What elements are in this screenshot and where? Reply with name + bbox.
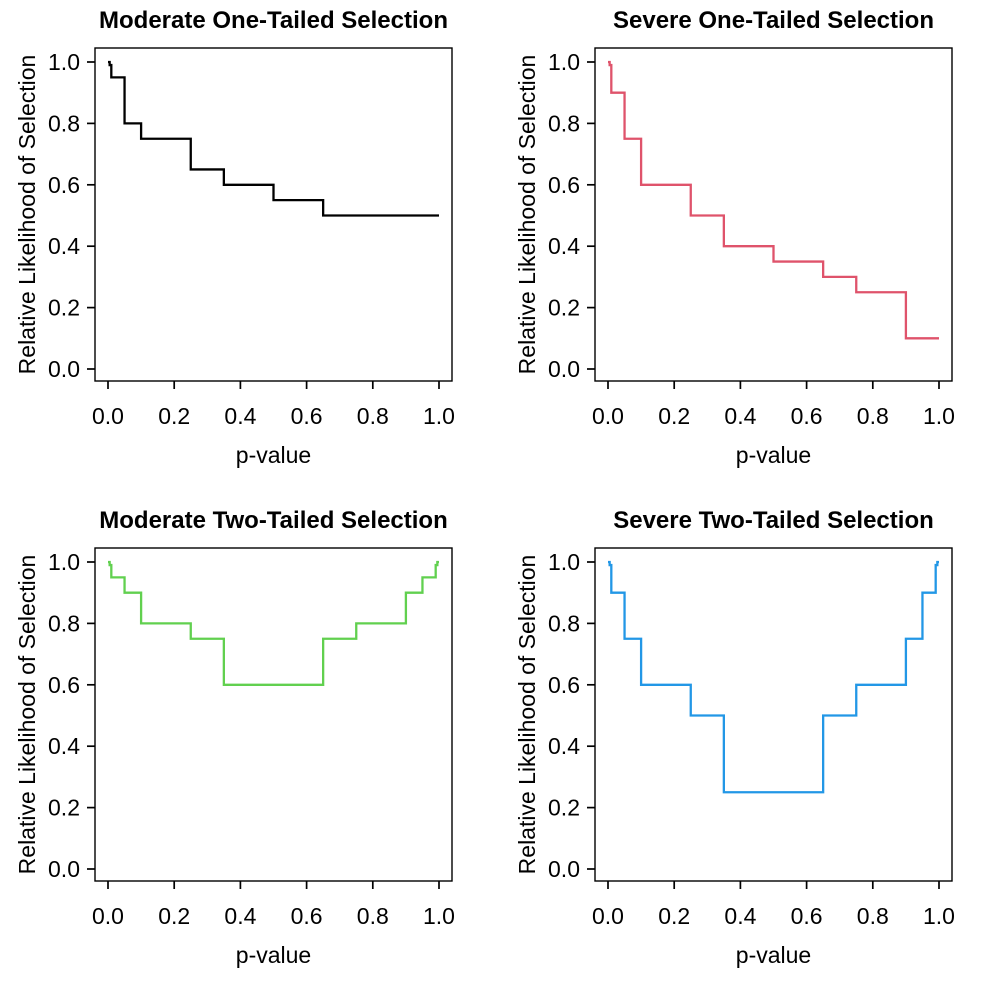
panel-title: Moderate One-Tailed Selection — [99, 7, 448, 34]
y-tick-label: 0.8 — [548, 110, 580, 136]
y-tick-label: 0.4 — [48, 733, 80, 759]
plot-severe-one-tailed: Severe One-Tailed Selection 0.0 0.2 0.4 0.6 0… — [514, 7, 955, 468]
x-axis-label: p-value — [236, 942, 311, 968]
y-tick-label: 0.2 — [48, 795, 80, 821]
x-tick-label: 0.6 — [291, 403, 323, 429]
panel-severe-two-tailed: Severe Two-Tailed Selection 0.0 0.2 0.4 0.6 0… — [500, 500, 1000, 1000]
x-axis-label: p-value — [236, 442, 311, 468]
x-tick-label: 1.0 — [423, 403, 455, 429]
plot-box — [94, 47, 453, 382]
panel-title: Severe Two-Tailed Selection — [613, 507, 934, 534]
y-tick-label: 0.4 — [548, 233, 580, 259]
y-tick-label: 0.8 — [548, 610, 580, 636]
y-axis-label: Relative Likelihood of Selection — [14, 555, 40, 875]
step-curve — [608, 560, 939, 794]
x-tick-label: 0.6 — [791, 903, 823, 929]
x-tick-label: 0.0 — [592, 403, 624, 429]
y-axis-label: Relative Likelihood of Selection — [14, 55, 40, 375]
x-tick-label: 0.8 — [357, 903, 389, 929]
y-axis-label: Relative Likelihood of Selection — [514, 55, 540, 375]
x-tick-label: 0.4 — [224, 903, 256, 929]
step-curve — [108, 560, 439, 686]
x-tick-label: 1.0 — [923, 403, 955, 429]
plot-moderate-one-tailed: Moderate One-Tailed Selection 0.0 0.2 0.4 0.… — [14, 7, 455, 468]
x-tick-label: 0.2 — [158, 403, 190, 429]
panel-severe-one-tailed: Severe One-Tailed Selection 0.0 0.2 0.4 0.6 0… — [500, 0, 1000, 500]
y-tick-label: 0.6 — [548, 672, 580, 698]
x-tick-label: 0.4 — [724, 403, 756, 429]
x-tick-label: 0.0 — [92, 403, 124, 429]
y-axis-label: Relative Likelihood of Selection — [514, 555, 540, 875]
x-tick-label: 1.0 — [923, 903, 955, 929]
x-tick-label: 0.8 — [857, 903, 889, 929]
x-tick-label: 0.2 — [658, 903, 690, 929]
y-tick-label: 0.0 — [548, 356, 580, 382]
x-axis-label: p-value — [736, 442, 811, 468]
plot-box — [594, 547, 953, 882]
x-tick-label: 0.2 — [658, 403, 690, 429]
y-tick-label: 0.2 — [548, 295, 580, 321]
panel-moderate-one-tailed: Moderate One-Tailed Selection 0.0 0.2 0.4 0.… — [0, 0, 500, 500]
plot-box — [594, 47, 953, 382]
step-curve — [108, 60, 439, 217]
y-tick-label: 1.0 — [48, 49, 80, 75]
plot-moderate-two-tailed: Moderate Two-Tailed Selection 0.0 0.2 0.4 0.… — [14, 507, 455, 968]
panel-title: Severe One-Tailed Selection — [613, 7, 934, 34]
y-tick-label: 0.6 — [48, 672, 80, 698]
y-tick-label: 0.0 — [48, 356, 80, 382]
plot-severe-two-tailed: Severe Two-Tailed Selection 0.0 0.2 0.4 0.6 0… — [514, 507, 955, 968]
step-curve — [608, 60, 939, 340]
y-tick-label: 0.4 — [48, 233, 80, 259]
y-tick-label: 1.0 — [48, 549, 80, 575]
y-tick-label: 0.8 — [48, 610, 80, 636]
panel-moderate-two-tailed: Moderate Two-Tailed Selection 0.0 0.2 0.4 0.… — [0, 500, 500, 1000]
x-tick-label: 0.6 — [791, 403, 823, 429]
y-tick-label: 0.6 — [48, 172, 80, 198]
x-tick-label: 0.0 — [92, 903, 124, 929]
y-tick-label: 0.2 — [48, 295, 80, 321]
x-tick-label: 0.8 — [357, 403, 389, 429]
y-tick-label: 0.2 — [548, 795, 580, 821]
x-tick-label: 0.6 — [291, 903, 323, 929]
y-tick-label: 0.4 — [548, 733, 580, 759]
plot-box — [94, 547, 453, 882]
panel-title: Moderate Two-Tailed Selection — [99, 507, 448, 534]
x-tick-label: 0.2 — [158, 903, 190, 929]
x-tick-label: 0.4 — [724, 903, 756, 929]
y-tick-label: 0.0 — [48, 856, 80, 882]
y-tick-label: 0.6 — [548, 172, 580, 198]
y-tick-label: 1.0 — [548, 549, 580, 575]
y-tick-label: 1.0 — [548, 49, 580, 75]
x-tick-label: 0.4 — [224, 403, 256, 429]
y-tick-label: 0.0 — [548, 856, 580, 882]
x-tick-label: 1.0 — [423, 903, 455, 929]
x-tick-label: 0.0 — [592, 903, 624, 929]
x-axis-label: p-value — [736, 942, 811, 968]
x-tick-label: 0.8 — [857, 403, 889, 429]
y-tick-label: 0.8 — [48, 110, 80, 136]
